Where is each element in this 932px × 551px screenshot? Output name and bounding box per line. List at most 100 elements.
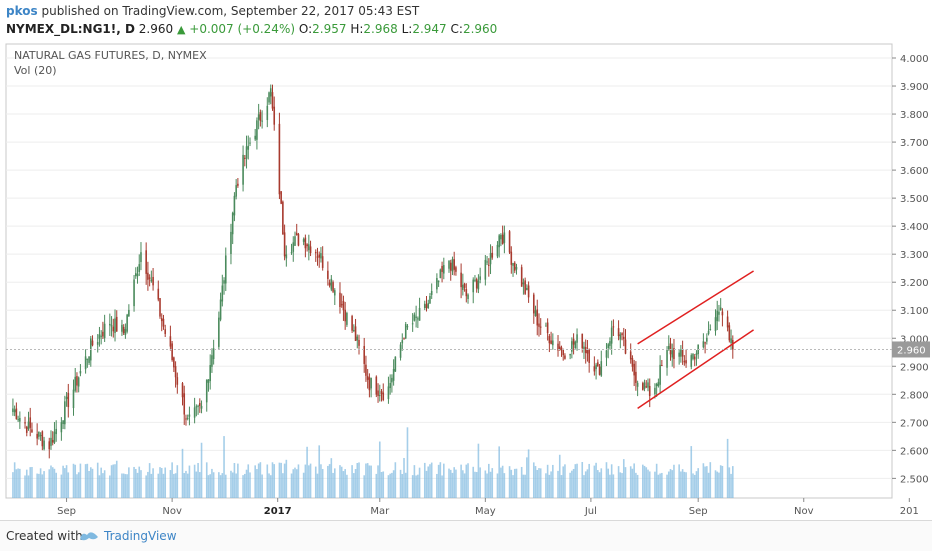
candle-body [358,339,360,346]
volume-bar [648,471,651,498]
candle-body [200,405,203,409]
volume-bar [76,474,78,498]
candle-body [636,382,639,387]
volume-bar [399,469,402,498]
volume-bar [449,469,452,498]
candle-body [15,408,18,420]
last-price: 2.960 [138,22,174,36]
volume-bar [474,471,476,498]
high-label: H: [350,22,364,36]
tradingview-link[interactable]: TradingView [104,529,177,543]
volume-bar [718,472,720,498]
volume-bar [622,459,625,498]
candle-body [427,303,430,309]
volume-bar [680,471,682,498]
volume-bar [133,466,135,498]
candle-body [550,340,552,344]
candle-body [114,318,116,334]
volume-bar [333,468,336,498]
candle-body [605,350,608,358]
candle-body [41,431,44,447]
volume-bar [571,470,573,498]
y-tick-label: 3.200 [900,278,929,289]
volume-bar [318,445,321,498]
candle-body [503,232,506,243]
candle-body [233,195,236,216]
candle-body [595,364,597,370]
candle-body [607,344,610,348]
candle-body [282,201,284,235]
candle-body [174,366,177,378]
candle-body [449,262,452,271]
candle-body [64,401,66,425]
candle-body [51,439,54,443]
volume-bar [693,474,696,498]
candle-body [597,362,599,366]
candle-body [314,252,317,254]
candle-body [439,269,442,279]
volume-bar [629,466,632,498]
candle-body [36,433,38,439]
volume-bar [690,446,693,498]
volume-bar [86,463,89,498]
candle-body [77,377,80,387]
volume-bar [612,474,615,498]
candle-body [181,383,184,398]
volume-bar [455,469,457,498]
close-label: C: [450,22,463,36]
volume-bar [439,462,442,498]
close-value: 2.960 [462,22,498,36]
candle-body [136,273,139,277]
candle-body [363,345,366,364]
volume-bar [534,466,537,498]
candle-body [417,318,419,320]
volume-bar [536,469,539,498]
volume-bar [617,466,620,498]
candle-body [171,343,173,361]
volume-bar [67,472,70,498]
volume-bar [513,468,516,498]
volume-bar [633,463,635,498]
candle-body [212,348,215,360]
candle-body [55,428,57,435]
x-tick-label: May [475,506,496,517]
channel-line[interactable] [637,329,754,409]
y-tick-label: 3.700 [900,138,929,149]
candle-body [558,346,561,350]
candle-body [12,408,14,412]
channel-line[interactable] [637,270,754,345]
volume-bar [429,464,431,498]
candle-body [496,244,499,257]
volume-bar [569,472,571,498]
candle-body [714,317,717,332]
candle-body [122,326,125,334]
candle-body [477,280,480,290]
volume-bar [122,473,125,498]
volume-bar [17,468,19,498]
author-link[interactable]: pkos [6,4,38,18]
candle-body [39,435,42,437]
candle-body [588,349,590,363]
volume-bar [136,472,139,498]
candle-body [539,326,542,328]
x-tick-label: Nov [162,506,182,517]
volume-bar [84,464,87,498]
candle-body [680,349,682,357]
candle-body [121,324,123,332]
candle-body [534,310,537,316]
volume-bar [404,472,407,498]
candle-body [391,377,393,383]
candle-body [648,385,651,397]
volume-bar [205,462,208,498]
candle-body [353,330,355,332]
volume-bar [280,462,282,498]
volume-bar [558,454,561,498]
price-chart[interactable]: NATURAL GAS FUTURES, D, NYMEX Vol (20) 2… [0,40,932,520]
symbol-label[interactable]: NYMEX_DL:NG1!, D [6,22,135,36]
candle-body [160,318,163,322]
volume-bar [256,469,258,498]
x-tick-label: Jul [584,506,597,517]
candle-body [380,391,383,395]
candle-body [278,123,281,195]
candle-body [195,406,198,408]
